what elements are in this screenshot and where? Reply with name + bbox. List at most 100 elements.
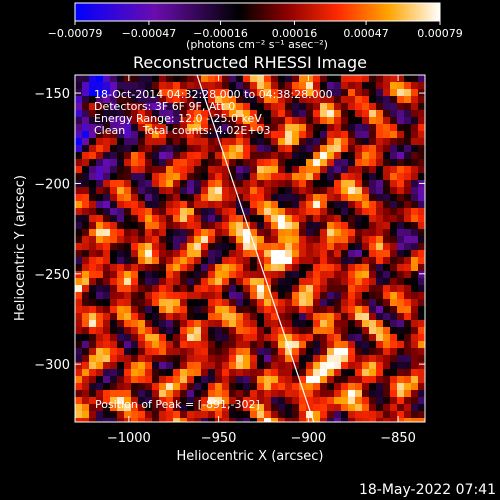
heatmap-cell — [229, 229, 237, 237]
heatmap-cell — [82, 369, 90, 377]
heatmap-cell — [89, 411, 97, 419]
heatmap-cell — [138, 334, 146, 342]
heatmap-cell — [229, 355, 237, 363]
heatmap-cell — [187, 117, 195, 125]
heatmap-cell — [250, 166, 258, 174]
heatmap-cell — [180, 145, 188, 153]
heatmap-cell — [278, 285, 286, 293]
heatmap-cell — [285, 341, 293, 349]
heatmap-cell — [411, 264, 419, 272]
heatmap-cell — [229, 257, 237, 265]
heatmap-cell — [110, 243, 118, 251]
heatmap-cell — [201, 341, 209, 349]
heatmap-cell — [320, 236, 328, 244]
heatmap-cell — [341, 390, 349, 398]
heatmap-cell — [173, 229, 181, 237]
heatmap-cell — [299, 369, 307, 377]
heatmap-cell — [75, 271, 83, 279]
heatmap-cell — [383, 390, 391, 398]
heatmap-cell — [327, 271, 335, 279]
heatmap-cell — [201, 152, 209, 160]
heatmap-cell — [180, 397, 188, 405]
heatmap-cell — [313, 362, 321, 370]
heatmap-cell — [306, 138, 314, 146]
heatmap-cell — [383, 229, 391, 237]
heatmap-cell — [292, 110, 300, 118]
heatmap-cell — [376, 103, 384, 111]
heatmap-cell — [383, 355, 391, 363]
heatmap-cell — [187, 82, 195, 90]
heatmap-cell — [103, 124, 111, 132]
heatmap-cell — [96, 383, 104, 391]
heatmap-cell — [264, 215, 272, 223]
heatmap-cell — [75, 215, 83, 223]
heatmap-cell — [208, 236, 216, 244]
heatmap-cell — [411, 96, 419, 104]
heatmap-cell — [103, 131, 111, 139]
heatmap-cell — [348, 341, 356, 349]
heatmap-cell — [292, 355, 300, 363]
heatmap-cell — [229, 404, 237, 412]
heatmap-cell — [390, 348, 398, 356]
heatmap-cell — [173, 292, 181, 300]
heatmap-cell — [292, 327, 300, 335]
heatmap-cell — [173, 390, 181, 398]
heatmap-cell — [243, 229, 251, 237]
heatmap-cell — [376, 257, 384, 265]
heatmap-cell — [194, 257, 202, 265]
heatmap-cell — [243, 145, 251, 153]
heatmap-cell — [418, 243, 425, 251]
heatmap-cell — [369, 180, 377, 188]
heatmap-cell — [327, 285, 335, 293]
heatmap-cell — [208, 250, 216, 258]
heatmap-cell — [369, 138, 377, 146]
heatmap-cell — [264, 341, 272, 349]
heatmap-cell — [418, 313, 425, 321]
heatmap-cell — [271, 376, 279, 384]
heatmap-cell — [229, 131, 237, 139]
heatmap-cell — [264, 201, 272, 209]
heatmap-cell — [236, 103, 244, 111]
heatmap-cell — [257, 96, 265, 104]
heatmap-cell — [404, 320, 412, 328]
heatmap-cell — [390, 215, 398, 223]
heatmap-cell — [411, 376, 419, 384]
y-tick-label: −300 — [34, 358, 70, 373]
heatmap-cell — [257, 397, 265, 405]
heatmap-cell — [376, 110, 384, 118]
heatmap-cell — [278, 292, 286, 300]
heatmap-cell — [89, 383, 97, 391]
heatmap-cell — [327, 397, 335, 405]
heatmap-cell — [327, 124, 335, 132]
solar-limb-line — [196, 74, 315, 423]
heatmap-cell — [229, 292, 237, 300]
heatmap-cell — [355, 166, 363, 174]
heatmap-cell — [180, 75, 188, 83]
heatmap-cell — [264, 383, 272, 391]
heatmap-cell — [159, 348, 167, 356]
heatmap-cell — [215, 208, 223, 216]
heatmap-cell — [187, 180, 195, 188]
heatmap-cell — [243, 355, 251, 363]
axis-ticks: −1000 −950 −900 −850−150−200−250−300 — [34, 75, 425, 446]
heatmap-cell — [208, 285, 216, 293]
heatmap-cell — [229, 159, 237, 167]
heatmap-cell — [404, 327, 412, 335]
heatmap-cell — [96, 257, 104, 265]
heatmap-cell — [355, 180, 363, 188]
heatmap-cell — [152, 348, 160, 356]
heatmap-cell — [271, 152, 279, 160]
heatmap-cell — [313, 313, 321, 321]
heatmap-cell — [341, 376, 349, 384]
heatmap-cell — [285, 117, 293, 125]
heatmap-cell — [201, 327, 209, 335]
heatmap-cell — [334, 285, 342, 293]
heatmap-cell — [383, 264, 391, 272]
heatmap-cell — [271, 236, 279, 244]
heatmap-cell — [243, 271, 251, 279]
heatmap-cell — [299, 341, 307, 349]
heatmap-cell — [355, 292, 363, 300]
heatmap-cell — [201, 236, 209, 244]
heatmap-cell — [243, 306, 251, 314]
